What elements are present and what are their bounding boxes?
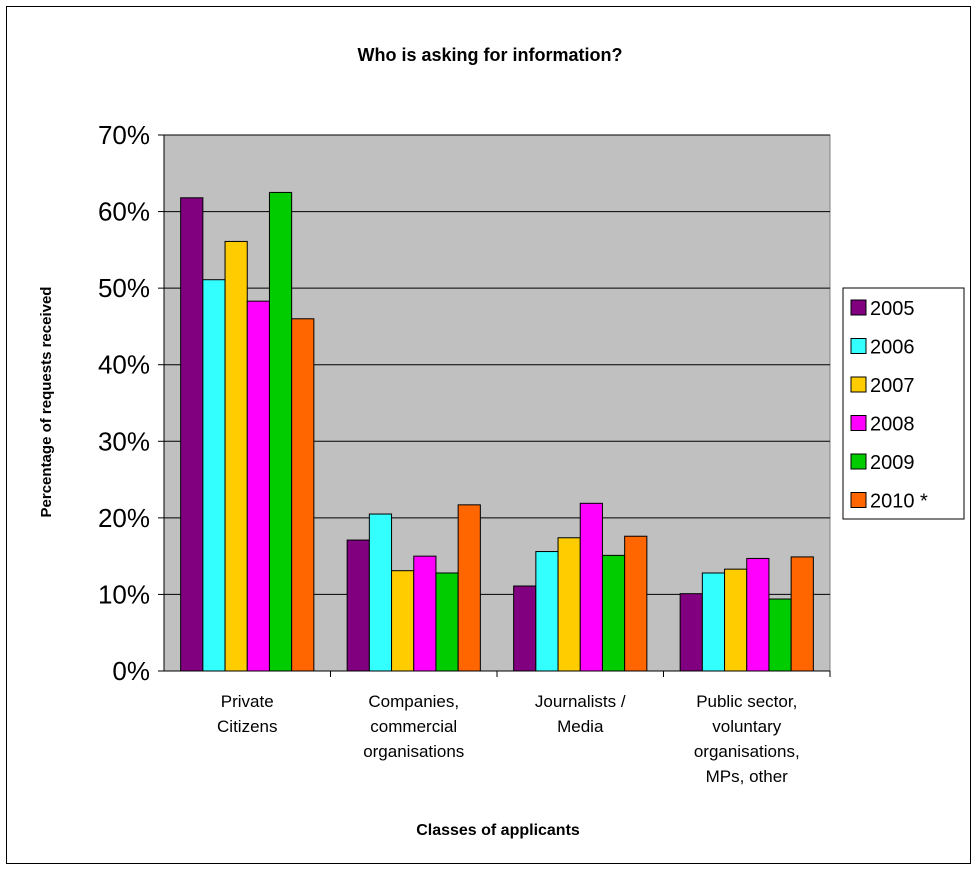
legend-swatch — [850, 492, 867, 508]
legend-label: 2005 — [870, 298, 915, 320]
y-tick-label: 50% — [98, 273, 150, 303]
bar — [180, 197, 204, 672]
legend-label: 2008 — [870, 414, 915, 436]
y-tick-label: 20% — [98, 503, 150, 533]
y-tick-label: 30% — [98, 426, 150, 456]
bar — [624, 535, 648, 672]
y-tick-label: 70% — [98, 120, 150, 150]
bar — [701, 572, 726, 672]
y-tick-label: 10% — [98, 579, 150, 609]
bar — [579, 502, 603, 672]
bar — [413, 555, 437, 672]
bar — [246, 300, 270, 672]
y-tick-label: 60% — [98, 197, 150, 227]
chart-title: Who is asking for information? — [358, 45, 623, 65]
y-tick-label: 0% — [112, 656, 150, 686]
bar — [679, 593, 703, 672]
y-tick-label: 40% — [98, 350, 150, 380]
legend-swatch — [850, 376, 867, 393]
bar — [268, 191, 293, 672]
bar — [202, 279, 226, 672]
x-tick-label: Citizens — [217, 717, 277, 736]
x-tick-label: Public sector, — [696, 692, 797, 711]
x-tick-label: organisations — [363, 742, 464, 761]
legend-box — [842, 287, 965, 520]
x-tick-label: Companies, — [368, 692, 459, 711]
bar — [746, 557, 770, 672]
bar — [368, 513, 393, 672]
bar — [291, 318, 315, 672]
bar — [601, 554, 626, 672]
bar — [557, 537, 581, 672]
bar — [391, 570, 415, 672]
bar — [724, 568, 748, 672]
x-tick-label: voluntary — [712, 717, 781, 736]
x-axis-label: Classes of applicants — [416, 822, 580, 839]
bar — [457, 504, 481, 672]
bar — [768, 598, 792, 672]
x-tick-label: Journalists / — [535, 692, 626, 711]
bar — [535, 551, 559, 672]
legend-label: 2007 — [870, 375, 915, 397]
x-tick-label: commercial — [370, 717, 457, 736]
bar — [435, 572, 459, 672]
legend-label: 2006 — [870, 337, 915, 359]
bar — [513, 585, 537, 672]
legend-label: 2009 — [870, 452, 915, 474]
bar — [224, 240, 248, 672]
bar — [790, 556, 814, 672]
x-tick-label: MPs, other — [706, 767, 789, 786]
x-tick-label: Media — [557, 717, 604, 736]
bar — [346, 539, 370, 672]
legend-swatch — [850, 453, 867, 470]
legend-swatch — [850, 415, 867, 431]
x-tick-label: Private — [221, 692, 274, 711]
legend-swatch — [850, 299, 867, 316]
legend-swatch — [850, 338, 867, 354]
legend: 2005 2006 2007 2008 2009 2010 * — [842, 287, 965, 520]
legend-label: 2010 * — [870, 491, 928, 513]
y-axis-label: Percentage of requests received — [38, 287, 55, 518]
x-tick-label: organisations, — [694, 742, 800, 761]
plot-area: 0% 10% 20% 30% 40% 50% 60% 70% Private Citizens Co… — [98, 120, 831, 786]
